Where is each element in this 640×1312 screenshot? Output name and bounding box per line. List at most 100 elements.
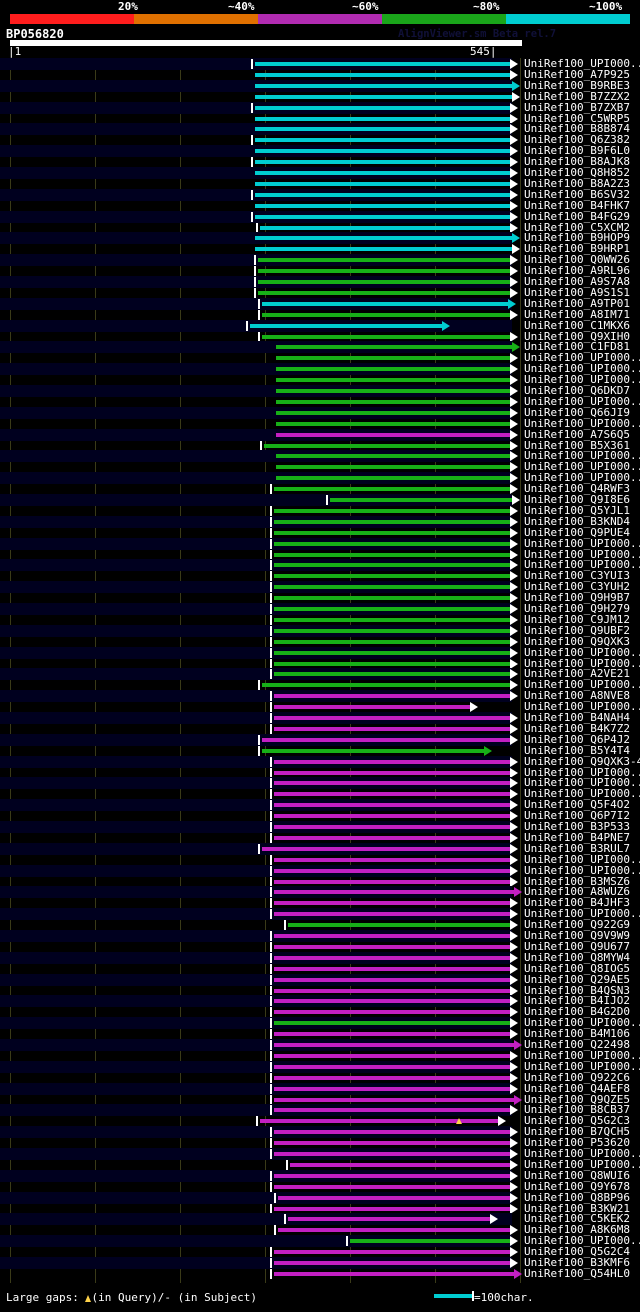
alignment-row[interactable]: UniRef100_B4K7Z2 [0, 722, 640, 735]
hsp-bar[interactable] [255, 62, 510, 66]
hsp-bar[interactable] [288, 1217, 490, 1222]
alignment-row[interactable]: UniRef100_C9JM12 [0, 612, 640, 626]
alignment-row[interactable]: UniRef100_B8AJK8 [0, 155, 640, 169]
hit-label[interactable]: UniRef100_B3KW21 [524, 1201, 630, 1215]
alignment-row[interactable]: UniRef100_B8CB37 [0, 1103, 640, 1117]
alignment-row[interactable]: UniRef100_Q22498 [0, 1038, 640, 1051]
hit-label[interactable]: UniRef100_UPI000.. [524, 416, 640, 430]
hsp-bar[interactable] [350, 1239, 510, 1244]
hit-label[interactable]: UniRef100_Q8WUI6 [524, 1168, 630, 1182]
hsp-bar[interactable] [276, 476, 510, 481]
hsp-bar[interactable] [274, 1108, 510, 1113]
hit-label[interactable]: UniRef100_UPI000.. [524, 471, 640, 485]
hsp-bar[interactable] [274, 825, 510, 829]
hsp-bar[interactable] [276, 367, 510, 372]
hsp-bar[interactable] [255, 214, 510, 219]
alignment-row[interactable]: UniRef100_Q6DKD7 [0, 384, 640, 397]
hsp-bar[interactable] [274, 1173, 510, 1178]
hit-label[interactable]: UniRef100_Q922C6 [524, 1070, 630, 1084]
hit-label[interactable]: UniRef100_B9RBE3 [524, 78, 630, 92]
hit-label[interactable]: UniRef100_UPI000.. [524, 1048, 640, 1062]
alignment-row[interactable]: UniRef100_UPI000.. [0, 1048, 640, 1062]
hsp-bar[interactable] [288, 923, 510, 928]
alignment-row[interactable]: UniRef100_Q9U677 [0, 940, 640, 953]
hit-label[interactable]: UniRef100_Q54HL0 [524, 1266, 630, 1280]
hit-label[interactable]: UniRef100_Q5F4O2 [524, 798, 630, 812]
alignment-row[interactable]: UniRef100_A9S1S1 [0, 286, 640, 299]
hsp-bar[interactable] [255, 160, 510, 165]
hsp-bar[interactable] [274, 530, 510, 535]
hsp-bar[interactable] [274, 541, 510, 546]
hit-label[interactable]: UniRef100_B8AJK8 [524, 155, 630, 169]
alignment-row[interactable]: UniRef100_Q4RWF3 [0, 482, 640, 495]
hit-label[interactable]: UniRef100_A8NVE8 [524, 689, 630, 703]
hit-label[interactable]: UniRef100_B7QCH5 [524, 1125, 630, 1139]
hsp-bar[interactable] [262, 737, 510, 742]
alignment-row[interactable]: UniRef100_C5XCM2 [0, 221, 640, 234]
alignment-row[interactable]: UniRef100_A9RL96 [0, 264, 640, 277]
hit-label[interactable]: UniRef100_Q66JI9 [524, 405, 630, 419]
alignment-row[interactable]: UniRef100_UPI000.. [0, 1147, 640, 1160]
hsp-bar[interactable] [274, 879, 510, 884]
hit-label[interactable]: UniRef100_B9HRP1 [524, 242, 630, 256]
alignment-row[interactable]: UniRef100_A7S6Q5 [0, 428, 640, 441]
hit-label[interactable]: UniRef100_C9JM12 [524, 612, 630, 626]
hit-label[interactable]: UniRef100_C1MKX6 [524, 318, 630, 332]
hit-label[interactable]: UniRef100_B5X361 [524, 438, 630, 452]
alignment-row[interactable]: UniRef100_UPI000.. [0, 864, 640, 877]
alignment-row[interactable]: UniRef100_UPI000.. [0, 852, 640, 866]
hit-label[interactable]: UniRef100_UPI000.. [524, 852, 640, 866]
hit-label[interactable]: UniRef100_Q9QZE5 [524, 1092, 630, 1106]
alignment-row[interactable]: UniRef100_UPI000.. [0, 395, 640, 408]
hit-label[interactable]: UniRef100_Q8IOG5 [524, 961, 630, 975]
hsp-bar[interactable] [255, 127, 510, 132]
alignment-row[interactable]: UniRef100_B9HOP9 [0, 231, 640, 245]
hsp-bar[interactable] [276, 410, 510, 415]
hsp-bar[interactable] [278, 1228, 510, 1233]
hit-label[interactable]: UniRef100_B3RUL7 [524, 841, 630, 855]
hit-label[interactable]: UniRef100_B4JHF3 [524, 896, 630, 910]
hsp-bar[interactable] [274, 574, 510, 579]
hsp-bar[interactable] [258, 269, 510, 274]
hsp-bar[interactable] [274, 944, 510, 949]
hit-label[interactable]: UniRef100_B6SV32 [524, 187, 630, 201]
hsp-bar[interactable] [260, 1119, 498, 1124]
alignment-row[interactable]: UniRef100_Q4AEF8 [0, 1082, 640, 1095]
hsp-bar[interactable] [274, 803, 510, 808]
hit-label[interactable]: UniRef100_B4IJO2 [524, 994, 630, 1008]
hsp-bar[interactable] [274, 563, 510, 568]
hsp-bar[interactable] [255, 94, 512, 99]
hit-label[interactable]: UniRef100_A7P925 [524, 67, 630, 81]
hsp-bar[interactable] [274, 1086, 510, 1091]
hsp-bar[interactable] [274, 1064, 510, 1069]
hsp-bar[interactable] [274, 617, 510, 622]
hsp-bar[interactable] [255, 83, 512, 88]
alignment-row[interactable]: UniRef100_A2VE21 [0, 667, 640, 681]
hsp-bar[interactable] [258, 258, 510, 263]
hit-label[interactable]: UniRef100_Q9Y678 [524, 1179, 630, 1193]
hit-label[interactable]: UniRef100_A8WUZ6 [524, 885, 630, 899]
alignment-row[interactable]: UniRef100_B9F6L0 [0, 144, 640, 158]
hsp-bar[interactable] [274, 1250, 510, 1255]
hit-label[interactable]: UniRef100_UPI000.. [524, 645, 640, 659]
hsp-bar[interactable] [255, 181, 510, 186]
hit-label[interactable]: UniRef100_Q9XIH0 [524, 329, 630, 343]
hit-label[interactable]: UniRef100_Q22498 [524, 1038, 630, 1051]
hsp-bar[interactable] [276, 345, 512, 350]
hit-label[interactable]: UniRef100_UPI000.. [524, 547, 640, 561]
alignment-row[interactable]: UniRef100_B4PNE7 [0, 831, 640, 844]
alignment-row[interactable]: UniRef100_Q9XIH0 [0, 329, 640, 343]
hsp-bar[interactable] [276, 389, 510, 393]
alignment-row[interactable]: UniRef100_Q8IOG5 [0, 961, 640, 975]
alignment-row[interactable]: UniRef100_B4JHF3 [0, 896, 640, 910]
hit-label[interactable]: UniRef100_B3KMF6 [524, 1256, 630, 1269]
hsp-bar[interactable] [274, 650, 510, 655]
hsp-bar[interactable] [330, 498, 512, 502]
alignment-row[interactable]: UniRef100_C3YUI3 [0, 569, 640, 582]
hsp-bar[interactable] [274, 552, 510, 557]
hit-label[interactable]: UniRef100_UPI000.. [524, 362, 640, 376]
hit-label[interactable]: UniRef100_Q6DKD7 [524, 384, 630, 397]
alignment-row[interactable]: UniRef100_A7P925 [0, 67, 640, 81]
alignment-row[interactable]: UniRef100_Q8H852 [0, 166, 640, 179]
hsp-bar[interactable] [274, 1141, 510, 1146]
